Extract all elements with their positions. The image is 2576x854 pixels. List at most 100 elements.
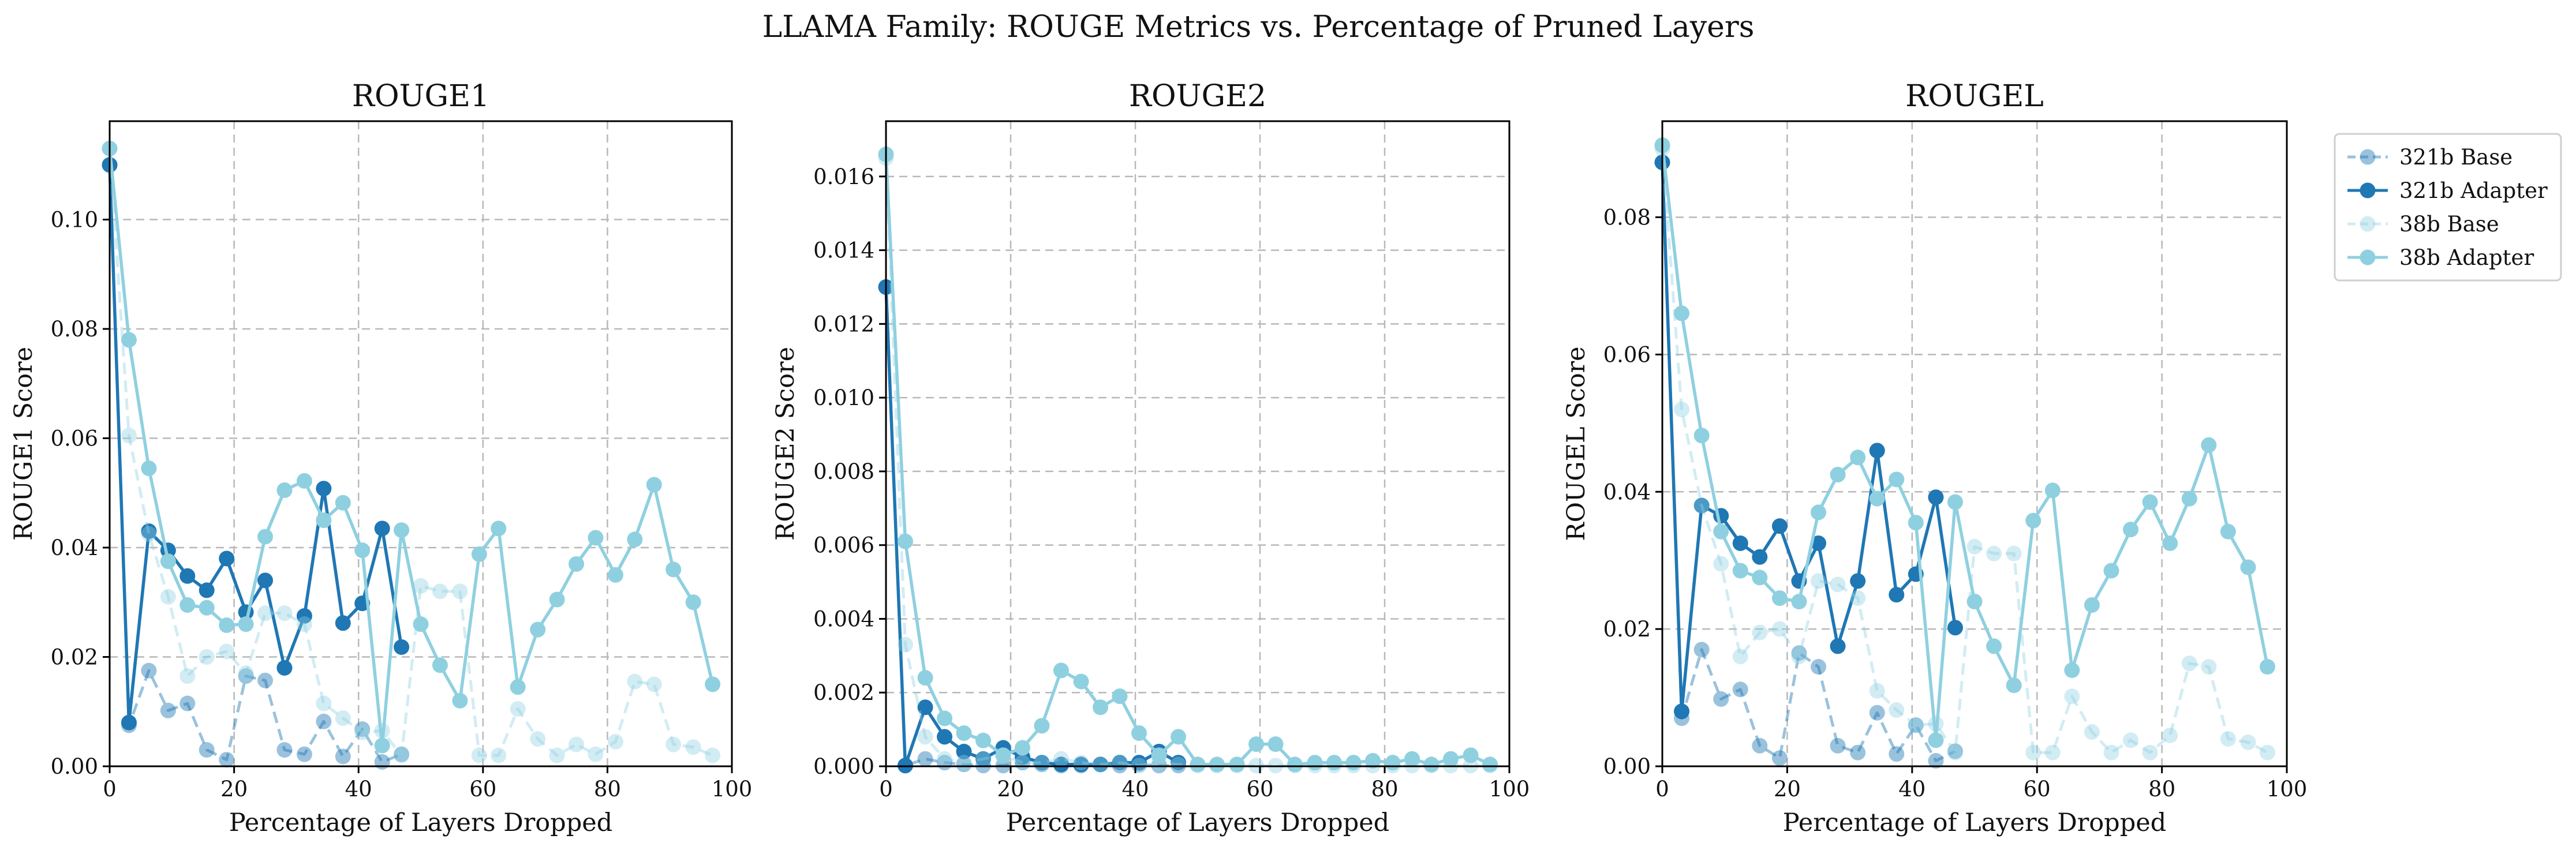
rouge2-data-point xyxy=(1073,673,1089,690)
rougel-data-point xyxy=(1771,590,1788,606)
rougel-data-point xyxy=(1732,681,1748,698)
rougel-data-point xyxy=(1830,638,1846,654)
rouge2-data-point xyxy=(1053,662,1069,679)
rouge1-x-tick-label: 0 xyxy=(103,777,117,801)
legend: 321b Base 321b Adapter 38b Base 38b Adapter xyxy=(2334,133,2562,282)
rouge2-data-point xyxy=(897,533,913,549)
rouge1-data-point xyxy=(180,668,196,684)
legend-marker xyxy=(2360,249,2376,265)
rouge2-data-point xyxy=(917,729,933,745)
rouge1-data-point xyxy=(374,754,390,770)
rouge1-data-point xyxy=(141,662,157,679)
rougel-data-point xyxy=(1732,563,1748,579)
rouge2-series-line xyxy=(884,287,1179,767)
rouge1-y-tick-label: 0.06 xyxy=(51,426,98,451)
rouge1-data-point xyxy=(354,721,371,737)
rouge1-data-point xyxy=(705,676,721,692)
rougel-data-point xyxy=(2123,522,2138,538)
rougel-series-38b-base xyxy=(1654,141,2275,761)
rougel-data-point xyxy=(1947,494,1963,510)
rougel-data-point xyxy=(1752,549,1768,565)
figure-title: LLAMA Family: ROUGE Metrics vs. Percenta… xyxy=(762,10,1755,44)
rouge1-data-point xyxy=(530,731,546,747)
rouge2-x-tick-label: 40 xyxy=(1121,777,1149,801)
rouge1-data-point xyxy=(666,561,682,578)
rouge1-data-point xyxy=(141,526,157,542)
rouge1-data-point xyxy=(432,583,448,600)
legend-marker xyxy=(2360,149,2376,165)
rougel-data-point xyxy=(2103,563,2119,579)
rouge1-data-point xyxy=(219,550,235,567)
rouge1-data-point xyxy=(413,578,429,594)
rouge1-series-38b-adapter xyxy=(102,140,721,754)
rouge2-series-321b-adapter xyxy=(878,279,1187,774)
rouge1-series-38b-base xyxy=(102,140,721,763)
rouge2-data-point xyxy=(956,743,972,759)
rougel-data-point xyxy=(1889,587,1905,603)
rouge1-data-point xyxy=(335,495,351,511)
rouge1-data-point xyxy=(238,616,254,632)
rougel-data-point xyxy=(2220,731,2236,747)
rougel-data-point xyxy=(2025,744,2042,761)
rouge2-data-point xyxy=(1442,751,1459,767)
rouge2-data-point xyxy=(897,636,913,653)
rougel-data-point xyxy=(2201,659,2217,675)
rouge1-series-line xyxy=(108,164,402,763)
legend-marker xyxy=(2360,182,2376,198)
rouge1-data-point xyxy=(180,597,196,613)
rougel-data-point xyxy=(1830,576,1846,593)
rouge1-data-point xyxy=(219,752,235,768)
rouge2-data-point xyxy=(956,756,972,773)
rouge1-data-point xyxy=(569,556,584,572)
legend-entry-38b-adapter: 38b Adapter xyxy=(2347,245,2534,270)
rouge1-y-tick-label: 0.08 xyxy=(51,317,98,342)
rouge2-data-point xyxy=(956,755,972,771)
rougel-data-point xyxy=(1986,545,2002,561)
rouge1-series-line xyxy=(108,148,713,757)
rouge2-data-point xyxy=(1015,755,1031,771)
rouge1-data-point xyxy=(276,742,293,758)
rouge2-data-point xyxy=(975,751,991,767)
rouge1-data-point xyxy=(666,736,682,752)
rougel-data-point xyxy=(2240,734,2256,750)
rouge1-y-tick-label: 0.10 xyxy=(51,208,98,233)
rouge2-data-point xyxy=(1151,747,1167,763)
rouge1-data-point xyxy=(316,512,332,529)
rouge1-data-point xyxy=(238,668,254,684)
rougel-data-point xyxy=(1850,573,1866,589)
rouge2-data-point xyxy=(1093,756,1109,773)
rougel-data-point xyxy=(2240,559,2256,575)
rouge1-data-point xyxy=(316,713,332,729)
rouge1-data-point xyxy=(569,736,584,752)
rouge2-x-tick-label: 0 xyxy=(879,777,893,801)
rouge1-data-point xyxy=(588,746,604,762)
rouge1-data-point xyxy=(471,546,487,562)
rouge2-data-point xyxy=(1171,756,1187,773)
rougel-data-point xyxy=(1869,490,1885,507)
rouge2-data-point xyxy=(1326,755,1343,771)
rougel-data-point xyxy=(1752,624,1768,640)
rouge1-data-point xyxy=(316,695,332,711)
rougel-data-point xyxy=(2142,744,2158,761)
rouge1-data-point xyxy=(607,733,623,750)
rouge1-x-tick-label: 60 xyxy=(469,777,496,801)
rouge2-data-point xyxy=(995,747,1011,763)
legend-marker xyxy=(2360,216,2376,232)
rougel-data-point xyxy=(1791,594,1807,610)
rouge2-data-point xyxy=(937,710,953,726)
rougel-data-point xyxy=(2142,494,2158,510)
rouge1-series-line xyxy=(108,164,403,724)
rouge1-data-point xyxy=(705,747,721,763)
rouge1-data-point xyxy=(276,605,293,621)
rouge1-data-point xyxy=(374,737,390,754)
rouge2-y-tick-label: 0.000 xyxy=(813,754,874,779)
rougel-data-point xyxy=(2044,744,2061,761)
rouge2-data-point xyxy=(1073,755,1089,771)
rougel-data-point xyxy=(1908,515,1924,531)
rouge1-data-point xyxy=(276,482,293,499)
rouge1-data-point xyxy=(394,639,410,655)
rouge1-data-point xyxy=(354,724,371,740)
rougel-data-point xyxy=(1889,702,1905,718)
rouge2-x-tick-label: 60 xyxy=(1246,777,1273,801)
rouge2-data-point xyxy=(975,732,991,748)
